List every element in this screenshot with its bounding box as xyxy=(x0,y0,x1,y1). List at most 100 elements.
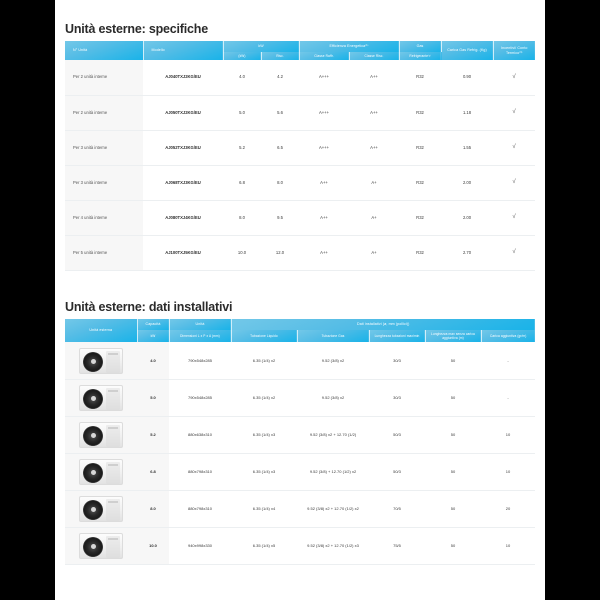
table-row: Per 4 unità interne AJ080TXJ4KG/EU 8.0 9.5 A… xyxy=(65,200,536,236)
cell-senza-carica: 50 xyxy=(425,342,481,380)
cell-senza-carica: 50 xyxy=(425,453,481,491)
specifications-table-head: N° Unità Modello kW Efficienza Energetic… xyxy=(65,41,536,61)
cell-unita: Per 3 unità interne xyxy=(65,130,143,166)
header-row-group: Unità esterna Capacità Unità Dati instal… xyxy=(65,319,535,343)
cell-kw-risc: 6.5 xyxy=(261,130,300,166)
cell-incentivi: √ xyxy=(493,130,536,166)
cell-kw-refr: 10.0 xyxy=(223,235,261,271)
cell-classe-raffr: A++ xyxy=(299,200,350,236)
col-header-dati-installativi: Dati installativi (ø, mm (pollici)) xyxy=(231,319,535,330)
cell-carica-aggiuntiva: 10 xyxy=(481,453,535,491)
page-title-installativi: Unità esterne: dati installativi xyxy=(65,300,233,314)
cell-senza-carica: 50 xyxy=(425,490,481,528)
table-row: 10.0 940x998x330 6.35 (1/4) x5 9.52 (3/8) x… xyxy=(65,527,535,565)
cell-dimensioni: 880x638x310 xyxy=(169,416,231,454)
cell-dimensioni: 790x548x285 xyxy=(169,379,231,417)
col-header-tubazione-gas: Tubazione Gas xyxy=(297,329,370,343)
cell-gas: R32 xyxy=(399,235,442,271)
specifications-table: N° Unità Modello kW Efficienza Energetic… xyxy=(65,41,536,271)
cell-carica-gas: 2.70 xyxy=(441,235,494,271)
outdoor-unit-icon xyxy=(79,532,123,559)
cell-unita: Per 2 unità interne xyxy=(65,60,143,96)
col-header-modello: Modello xyxy=(143,41,224,61)
cell-tubazione-gas: 9.52 (3/8) + 12.70 (1/2) x2 xyxy=(297,453,369,491)
col-header-tubazione-liquido: Tubazione Liquido xyxy=(231,329,298,343)
cell-dimensioni: 940x998x330 xyxy=(169,527,231,565)
cell-classe-risc: A++ xyxy=(349,130,400,166)
outdoor-unit-icon xyxy=(79,421,123,448)
cell-carica-aggiuntiva: - xyxy=(481,379,535,417)
col-header-efficienza: Efficienza Energetica⁽¹⁾ xyxy=(299,41,400,52)
installation-table-head: Unità esterna Capacità Unità Dati instal… xyxy=(65,319,535,343)
col-header-dimensioni: Dimensioni L x P x A (mm) xyxy=(169,329,232,343)
cell-kw-refr: 5.0 xyxy=(223,95,261,131)
col-header-refrigerante: Refrigerante⁽²⁾ xyxy=(399,51,442,61)
cell-modello: AJ050TXJ2KG/EU xyxy=(143,95,223,131)
cell-kw-risc: 5.6 xyxy=(261,95,300,131)
cell-dimensioni: 880x798x310 xyxy=(169,490,231,528)
table-row: Per 3 unità interne AJ068TXJ3KG/EU 6.8 8.0 A… xyxy=(65,165,536,201)
cell-lunghezza: 30/3 xyxy=(369,342,425,380)
table-row: 5.0 790x548x285 6.35 (1/4) x2 9.52 (3/8) x2… xyxy=(65,379,535,417)
cell-kw-refr: 6.8 xyxy=(223,165,261,201)
cell-gas: R32 xyxy=(399,130,442,166)
page-title-specifiche: Unità esterne: specifiche xyxy=(65,22,208,36)
cell-incentivi: √ xyxy=(493,95,536,131)
cell-kw-risc: 12.0 xyxy=(261,235,300,271)
header-row-sub2: kW Dimensioni L x P x A (mm) Tubazione L… xyxy=(65,329,535,343)
cell-capacita: 6.8 xyxy=(137,453,169,491)
cell-modello: AJ100TXJ5KG/EU xyxy=(143,235,223,271)
cell-modello: AJ040TXJ2KG/EU xyxy=(143,60,223,96)
table-row: Per 2 unità interne AJ050TXJ2KG/EU 5.0 5.6 A… xyxy=(65,95,536,131)
cell-dimensioni: 790x548x285 xyxy=(169,342,231,380)
col-header-lunghezza-senza-carica: Lunghezza max senza carica aggiuntiva (m… xyxy=(425,329,482,343)
cell-lunghezza: 75/5 xyxy=(369,527,425,565)
document-page: Unità esterne: specifiche N° Unità Model… xyxy=(55,0,545,600)
col-header-carica-gas: Carica Gas Refrig. (Kg) xyxy=(441,41,494,61)
col-header-kw-refr: (kW) xyxy=(223,51,262,61)
cell-classe-raffr: A+++ xyxy=(299,130,350,166)
col-header-kw: kW xyxy=(223,41,300,52)
col-header-classe-raffr: Classe Raffr. xyxy=(299,51,350,61)
header-row-sub: (kW) Risc. Classe Raffr. Classe Risc. Re… xyxy=(65,51,535,61)
cell-lunghezza: 70/5 xyxy=(369,490,425,528)
cell-classe-risc: A+ xyxy=(349,200,400,236)
cell-gas: R32 xyxy=(399,60,442,96)
cell-gas: R32 xyxy=(399,95,442,131)
outdoor-unit-image xyxy=(65,527,137,565)
cell-capacita: 8.0 xyxy=(137,490,169,528)
cell-incentivi: √ xyxy=(493,235,536,271)
col-header-classe-risc: Classe Risc. xyxy=(349,51,400,61)
cell-carica-gas: 2.00 xyxy=(441,200,494,236)
table-row: 8.0 880x798x310 6.35 (1/4) x4 9.52 (3/8) x2… xyxy=(65,490,535,528)
outdoor-unit-image xyxy=(65,416,137,454)
cell-tubazione-gas: 9.52 (3/8) x2 + 12.70 (1/2) x2 xyxy=(297,490,369,528)
outdoor-unit-icon xyxy=(79,458,123,485)
cell-carica-gas: 2.00 xyxy=(441,165,494,201)
cell-kw-refr: 8.0 xyxy=(223,200,261,236)
col-header-unita-dim: Unità xyxy=(169,319,232,330)
cell-carica-aggiuntiva: 20 xyxy=(481,490,535,528)
installation-table-body: 4.0 790x548x285 6.35 (1/4) x2 9.52 (3/8) x2… xyxy=(65,342,535,565)
col-header-lunghezza-tubazioni: Lunghezza tubazioni max/min xyxy=(369,329,426,343)
cell-senza-carica: 50 xyxy=(425,416,481,454)
cell-tubazione-gas: 9.52 (3/8) x2 + 12.70 (1/2) x3 xyxy=(297,527,369,565)
cell-gas: R32 xyxy=(399,165,442,201)
col-header-capacita: Capacità xyxy=(137,319,170,330)
cell-carica-gas: 1.55 xyxy=(441,130,494,166)
cell-classe-raffr: A++ xyxy=(299,165,350,201)
cell-unita: Per 4 unità interne xyxy=(65,200,143,236)
cell-dimensioni: 880x798x310 xyxy=(169,453,231,491)
col-header-unita-esterna: Unità esterna xyxy=(65,319,138,343)
cell-modello: AJ080TXJ4KG/EU xyxy=(143,200,223,236)
cell-unita: Per 5 unità interne xyxy=(65,235,143,271)
cell-incentivi: √ xyxy=(493,200,536,236)
cell-kw-risc: 4.2 xyxy=(261,60,300,96)
cell-capacita: 4.0 xyxy=(137,342,169,380)
specifications-table-body: Per 2 unità interne AJ040TXJ2KG/EU 4.0 4.2 A… xyxy=(65,60,536,271)
cell-tubazione-gas: 9.52 (3/8) x2 xyxy=(297,342,369,380)
outdoor-unit-image xyxy=(65,379,137,417)
cell-unita: Per 3 unità interne xyxy=(65,165,143,201)
outdoor-unit-image xyxy=(65,342,137,380)
outdoor-unit-image xyxy=(65,490,137,528)
